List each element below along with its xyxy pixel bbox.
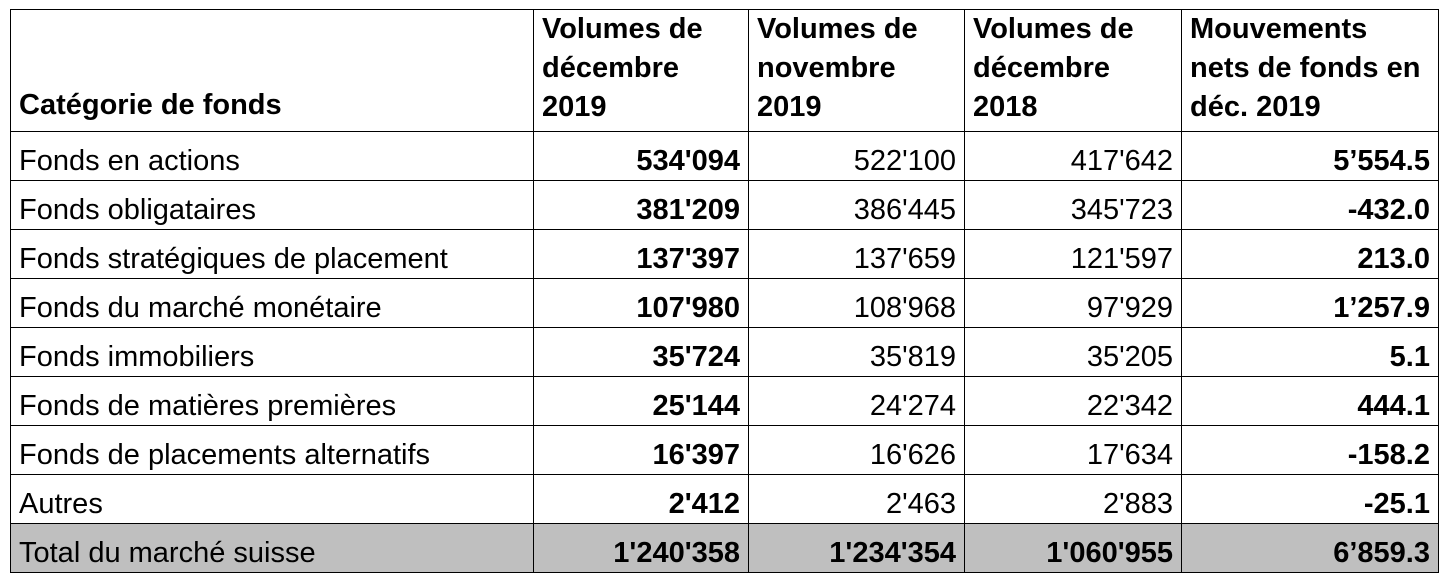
dec2018-cell: 22'342 xyxy=(964,376,1182,426)
table-row: Fonds de placements alternatifs 16'397 1… xyxy=(10,425,1439,475)
dec2018-cell: 345'723 xyxy=(964,180,1182,230)
net-flow-cell: 213.0 xyxy=(1181,229,1439,279)
table-row: Fonds de matières premières 25'144 24'27… xyxy=(10,376,1439,426)
dec2019-cell: 35'724 xyxy=(533,327,749,377)
dec2019-cell: 534'094 xyxy=(533,131,749,181)
dec2018-cell: 17'634 xyxy=(964,425,1182,475)
category-cell: Fonds du marché monétaire xyxy=(10,278,534,328)
table-row: Fonds en actions 534'094 522'100 417'642… xyxy=(10,131,1439,181)
dec2019-cell: 381'209 xyxy=(533,180,749,230)
nov2019-cell: 24'274 xyxy=(748,376,965,426)
dec2018-cell: 2'883 xyxy=(964,474,1182,524)
net-flow-cell: -158.2 xyxy=(1181,425,1439,475)
dec2019-cell: 16'397 xyxy=(533,425,749,475)
total-dec2018-cell: 1'060'955 xyxy=(964,523,1182,573)
header-volumes-nov-2019: Volumes de novembre 2019 xyxy=(748,9,965,132)
dec2018-cell: 97'929 xyxy=(964,278,1182,328)
nov2019-cell: 386'445 xyxy=(748,180,965,230)
dec2018-cell: 417'642 xyxy=(964,131,1182,181)
net-flow-cell: 1’257.9 xyxy=(1181,278,1439,328)
table-header: Catégorie de fonds Volumes de décembre 2… xyxy=(10,9,1439,132)
table-body: Fonds en actions 534'094 522'100 417'642… xyxy=(10,131,1439,573)
category-cell: Fonds de placements alternatifs xyxy=(10,425,534,475)
fund-volumes-table: Catégorie de fonds Volumes de décembre 2… xyxy=(10,9,1439,573)
nov2019-cell: 16'626 xyxy=(748,425,965,475)
net-flow-cell: -432.0 xyxy=(1181,180,1439,230)
dec2018-cell: 35'205 xyxy=(964,327,1182,377)
net-flow-cell: 5.1 xyxy=(1181,327,1439,377)
dec2019-cell: 137'397 xyxy=(533,229,749,279)
nov2019-cell: 2'463 xyxy=(748,474,965,524)
table-row: Fonds stratégiques de placement 137'397 … xyxy=(10,229,1439,279)
header-volumes-dec-2019: Volumes de décembre 2019 xyxy=(533,9,749,132)
net-flow-cell: 444.1 xyxy=(1181,376,1439,426)
category-cell: Fonds en actions xyxy=(10,131,534,181)
header-net-flows-dec-2019: Mouvements nets de fonds en déc. 2019 xyxy=(1181,9,1439,132)
nov2019-cell: 108'968 xyxy=(748,278,965,328)
table-row: Fonds obligataires 381'209 386'445 345'7… xyxy=(10,180,1439,230)
dec2019-cell: 2'412 xyxy=(533,474,749,524)
table-row: Fonds immobiliers 35'724 35'819 35'205 5… xyxy=(10,327,1439,377)
net-flow-cell: 5’554.5 xyxy=(1181,131,1439,181)
total-nov2019-cell: 1'234'354 xyxy=(748,523,965,573)
category-cell: Autres xyxy=(10,474,534,524)
nov2019-cell: 137'659 xyxy=(748,229,965,279)
table-row: Fonds du marché monétaire 107'980 108'96… xyxy=(10,278,1439,328)
total-net-flow-cell: 6’859.3 xyxy=(1181,523,1439,573)
dec2019-cell: 25'144 xyxy=(533,376,749,426)
total-category-cell: Total du marché suisse xyxy=(10,523,534,573)
category-cell: Fonds immobiliers xyxy=(10,327,534,377)
total-row: Total du marché suisse 1'240'358 1'234'3… xyxy=(10,523,1439,573)
category-cell: Fonds de matières premières xyxy=(10,376,534,426)
dec2019-cell: 107'980 xyxy=(533,278,749,328)
header-volumes-dec-2018: Volumes de décembre 2018 xyxy=(964,9,1182,132)
nov2019-cell: 35'819 xyxy=(748,327,965,377)
header-category: Catégorie de fonds xyxy=(10,9,534,132)
header-row: Catégorie de fonds Volumes de décembre 2… xyxy=(10,9,1439,132)
category-cell: Fonds obligataires xyxy=(10,180,534,230)
nov2019-cell: 522'100 xyxy=(748,131,965,181)
category-cell: Fonds stratégiques de placement xyxy=(10,229,534,279)
dec2018-cell: 121'597 xyxy=(964,229,1182,279)
table-row: Autres 2'412 2'463 2'883 -25.1 xyxy=(10,474,1439,524)
total-dec2019-cell: 1'240'358 xyxy=(533,523,749,573)
net-flow-cell: -25.1 xyxy=(1181,474,1439,524)
